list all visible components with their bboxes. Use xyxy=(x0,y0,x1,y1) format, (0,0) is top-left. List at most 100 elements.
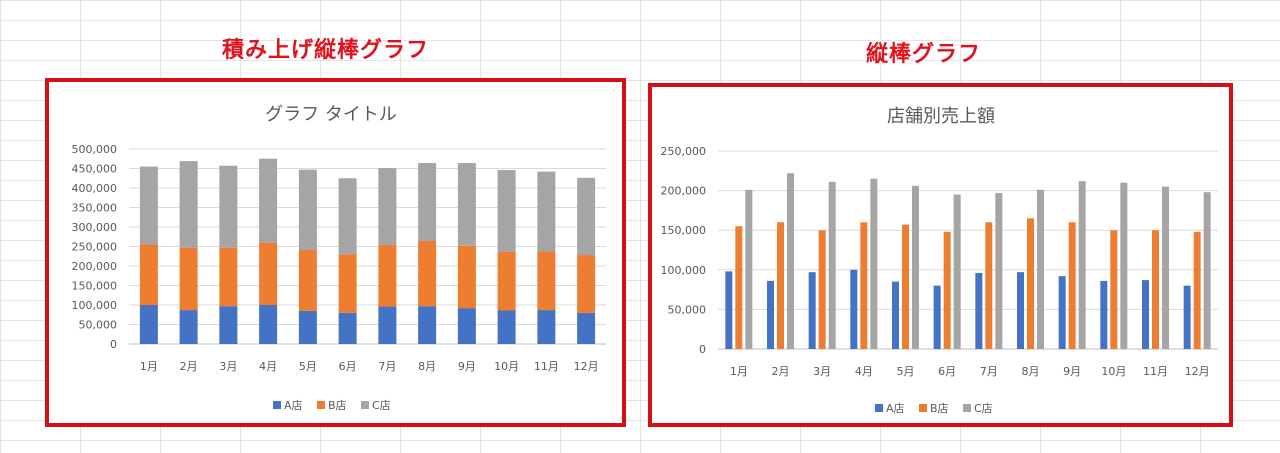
bar xyxy=(933,285,941,349)
bar xyxy=(1017,272,1024,349)
x-tick-label: 11月 xyxy=(534,360,559,373)
y-tick-label: 400,000 xyxy=(72,182,118,195)
clustered-column-chart: 店舗別売上額 250,000 200,000 150,000 100,000 50,000… xyxy=(661,106,1218,415)
bar-segment xyxy=(457,245,476,309)
bar xyxy=(1203,192,1211,349)
bar-segment xyxy=(457,163,476,246)
legend-swatch xyxy=(273,401,281,409)
bar-segment xyxy=(497,310,516,344)
legend-label: C店 xyxy=(974,401,993,415)
legend-swatch xyxy=(919,404,927,412)
x-tick-label: 3月 xyxy=(219,360,237,373)
bar-segment xyxy=(219,306,238,344)
bar-segment xyxy=(577,177,596,256)
bar-segment xyxy=(259,305,278,344)
x-tick-label: 6月 xyxy=(938,365,956,378)
bar-segment xyxy=(179,310,198,344)
bar xyxy=(902,224,909,349)
stacked-chart-caption: 積み上げ縦棒グラフ xyxy=(222,38,430,63)
bar xyxy=(860,222,868,349)
bar xyxy=(787,173,794,349)
bar xyxy=(892,281,899,349)
x-tick-label: 10月 xyxy=(1101,365,1126,378)
x-tick-label: 11月 xyxy=(1143,365,1168,378)
bar-segment xyxy=(378,244,397,307)
y-tick-label: 250,000 xyxy=(661,145,707,158)
stacked-column-chart: グラフ タイトル 500,000 450,000 400,000 350,000 300,… xyxy=(72,104,606,412)
bar xyxy=(953,194,961,349)
x-tick-label: 2月 xyxy=(180,360,198,373)
x-tick-label: 9月 xyxy=(458,360,476,373)
legend-label: B店 xyxy=(930,401,949,415)
bar-segment xyxy=(298,310,317,344)
bar-segment xyxy=(139,166,158,245)
bar-segment xyxy=(338,312,357,344)
bar xyxy=(1037,189,1044,349)
y-tick-label: 350,000 xyxy=(72,202,118,215)
x-tick-label: 8月 xyxy=(418,360,436,373)
bar xyxy=(943,231,951,349)
bar-segment xyxy=(418,241,437,307)
legend-label: B店 xyxy=(328,398,347,412)
bar-segment xyxy=(537,310,556,344)
bar xyxy=(1027,218,1034,349)
bar xyxy=(818,230,826,349)
y-tick-label: 200,000 xyxy=(661,185,707,198)
bar xyxy=(828,181,836,349)
bar-segment xyxy=(179,247,198,311)
bar-segment xyxy=(418,163,437,242)
bar-segment xyxy=(219,247,238,307)
bar-segment xyxy=(219,165,238,248)
bar-segment xyxy=(457,308,476,344)
stacked-chart-frame[interactable]: グラフ タイトル 500,000 450,000 400,000 350,000 300,… xyxy=(45,78,626,427)
bar-segment xyxy=(298,249,317,311)
x-tick-label: 4月 xyxy=(259,360,277,373)
bar-segment xyxy=(338,178,357,255)
bar-segment xyxy=(139,244,158,305)
y-tick-label: 200,000 xyxy=(72,260,118,273)
bar-segment xyxy=(537,171,556,252)
bar-segment xyxy=(378,168,397,245)
x-tick-label: 5月 xyxy=(897,365,915,378)
bar xyxy=(1142,280,1149,349)
x-tick-label: 5月 xyxy=(299,360,317,373)
bar xyxy=(995,192,1003,349)
bar-segment xyxy=(139,305,158,344)
legend-label: C店 xyxy=(372,398,391,412)
legend-swatch xyxy=(317,401,325,409)
bar-segment xyxy=(298,169,317,250)
x-tick-label: 12月 xyxy=(1185,365,1210,378)
y-tick-label: 300,000 xyxy=(72,221,118,234)
y-tick-label: 150,000 xyxy=(661,224,707,237)
bar-segment xyxy=(577,255,596,313)
bar-segment xyxy=(338,254,357,313)
x-tick-label: 7月 xyxy=(378,360,396,373)
x-tick-label: 2月 xyxy=(772,365,790,378)
bar xyxy=(767,280,774,349)
clustered-chart-frame[interactable]: 店舗別売上額 250,000 200,000 150,000 100,000 50,000… xyxy=(648,83,1233,427)
bar-segment xyxy=(259,158,278,243)
y-tick-label: 250,000 xyxy=(72,241,118,254)
x-tick-label: 10月 xyxy=(494,360,519,373)
bar xyxy=(1120,182,1128,349)
clustered-chart-caption: 縦棒グラフ xyxy=(866,42,982,67)
legend-label: A店 xyxy=(886,401,905,415)
y-tick-label: 0 xyxy=(110,338,117,351)
bar xyxy=(1110,230,1118,349)
bar xyxy=(1193,231,1201,349)
bar xyxy=(808,272,816,349)
bar-segment xyxy=(378,306,397,344)
y-tick-label: 450,000 xyxy=(72,163,118,176)
chart-title: 店舗別売上額 xyxy=(887,106,995,127)
x-tick-label: 1月 xyxy=(140,360,158,373)
bar xyxy=(985,222,993,349)
bar xyxy=(735,226,743,349)
y-tick-label: 50,000 xyxy=(79,319,118,332)
bar xyxy=(912,185,919,349)
bar xyxy=(1152,230,1159,349)
bar xyxy=(850,269,858,349)
x-tick-label: 1月 xyxy=(730,365,748,378)
bar xyxy=(1162,186,1169,349)
y-tick-label: 500,000 xyxy=(72,143,118,156)
bar xyxy=(975,272,983,349)
